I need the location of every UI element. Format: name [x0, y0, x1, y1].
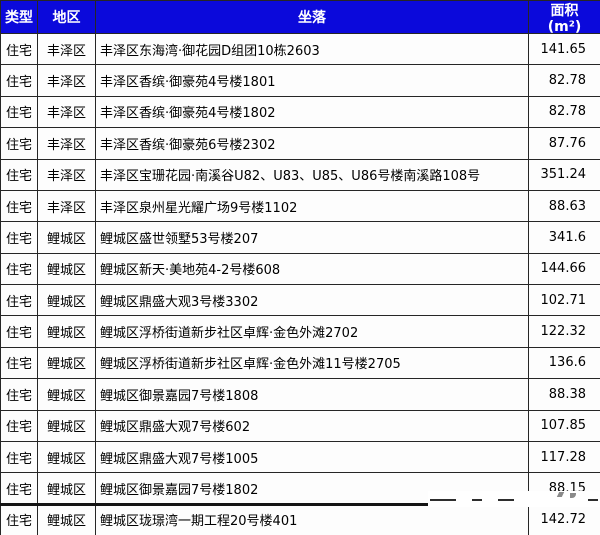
cell-type[interactable]: 住宅: [1, 190, 38, 223]
column-header-location[interactable]: 坐落: [96, 1, 529, 34]
cell-location[interactable]: 鲤城区新天·美地苑4-2号楼608: [96, 253, 529, 285]
column-header-area[interactable]: 面积 (m²): [529, 1, 600, 34]
cell-district[interactable]: 鲤城区: [38, 441, 96, 474]
cell-area[interactable]: 341.6: [529, 222, 600, 254]
cell-district[interactable]: 鲤城区: [38, 473, 96, 505]
cell-location[interactable]: 鲤城区鼎盛大观7号楼1005: [96, 441, 529, 474]
column-header-area-label: 面积 (m²): [529, 1, 600, 34]
cell-area[interactable]: 117.28: [529, 442, 600, 474]
cell-area[interactable]: 136.6: [529, 348, 600, 380]
cell-area[interactable]: 122.32: [529, 316, 600, 348]
cell-district[interactable]: 丰泽区: [38, 34, 96, 66]
cell-location[interactable]: 鲤城区珑璟湾一期工程20号楼401: [96, 504, 529, 535]
cell-area[interactable]: 87.76: [529, 128, 600, 160]
cell-area[interactable]: 82.78: [529, 65, 600, 97]
cell-area[interactable]: 88.38: [529, 379, 600, 411]
cell-type[interactable]: 住宅: [1, 96, 38, 129]
watermark-dash: [472, 499, 482, 501]
cell-area[interactable]: 142.72: [529, 505, 600, 535]
cell-area[interactable]: 107.85: [529, 411, 600, 442]
cell-type[interactable]: 住宅: [1, 65, 38, 97]
cell-location[interactable]: 鲤城区浮桥街道新步社区卓辉·金色外滩2702: [96, 316, 529, 348]
cell-district[interactable]: 鲤城区: [38, 316, 96, 348]
cell-district[interactable]: 鲤城区: [38, 347, 96, 380]
cell-district[interactable]: 鲤城区: [38, 285, 96, 317]
cell-area[interactable]: 351.24: [529, 160, 600, 191]
cell-district[interactable]: 丰泽区: [38, 128, 96, 160]
cell-area[interactable]: 141.65: [529, 34, 600, 66]
cell-area[interactable]: 102.71: [529, 285, 600, 317]
cell-district[interactable]: 丰泽区: [38, 159, 96, 191]
cell-location[interactable]: 丰泽区香缤·御豪苑6号楼2302: [96, 128, 529, 160]
watermark-band: [428, 491, 600, 507]
column-header-district[interactable]: 地区: [38, 1, 96, 34]
area-unit-label: (m²): [547, 19, 582, 34]
cell-area[interactable]: 82.78: [529, 97, 600, 129]
thick-border-line: [0, 503, 432, 506]
cell-type[interactable]: 住宅: [1, 347, 38, 380]
cell-location[interactable]: 丰泽区泉州星光耀广场9号楼1102: [96, 190, 529, 223]
cell-location[interactable]: 丰泽区香缤·御豪苑4号楼1801: [96, 65, 529, 97]
cell-type[interactable]: 住宅: [1, 441, 38, 474]
cell-type[interactable]: 住宅: [1, 285, 38, 317]
cell-area[interactable]: 144.66: [529, 254, 600, 285]
cell-type[interactable]: 住宅: [1, 253, 38, 285]
column-header-type[interactable]: 类型: [1, 1, 38, 34]
cell-district[interactable]: 丰泽区: [38, 96, 96, 129]
watermark-dash: [430, 499, 456, 501]
cell-type[interactable]: 住宅: [1, 222, 38, 254]
cell-type[interactable]: 住宅: [1, 159, 38, 191]
watermark-dash: [498, 499, 514, 501]
cell-area[interactable]: 88.63: [529, 191, 600, 223]
cell-type[interactable]: 住宅: [1, 34, 38, 66]
cell-location[interactable]: 丰泽区宝珊花园·南溪谷U82、U83、U85、U86号楼南溪路108号: [96, 159, 529, 191]
cell-location[interactable]: 鲤城区御景嘉园7号楼1808: [96, 379, 529, 411]
watermark-digit-remnant: [556, 492, 565, 497]
cell-location[interactable]: 鲤城区鼎盛大观3号楼3302: [96, 285, 529, 317]
area-label-line1: 面积: [550, 3, 579, 19]
cell-district[interactable]: 丰泽区: [38, 190, 96, 223]
cell-type[interactable]: 住宅: [1, 473, 38, 505]
cell-district[interactable]: 丰泽区: [38, 65, 96, 97]
cell-district[interactable]: 鲤城区: [38, 410, 96, 442]
cell-type[interactable]: 住宅: [1, 128, 38, 160]
cell-district[interactable]: 鲤城区: [38, 379, 96, 411]
cell-location[interactable]: 鲤城区盛世领墅53号楼207: [96, 222, 529, 254]
cell-district[interactable]: 鲤城区: [38, 222, 96, 254]
cell-type[interactable]: 住宅: [1, 379, 38, 411]
cell-type[interactable]: 住宅: [1, 410, 38, 442]
cell-location[interactable]: 鲤城区鼎盛大观7号楼602: [96, 410, 529, 442]
cell-district[interactable]: 鲤城区: [38, 504, 96, 535]
cell-type[interactable]: 住宅: [1, 316, 38, 348]
watermark-digit-remnant: [570, 493, 576, 498]
cell-district[interactable]: 鲤城区: [38, 253, 96, 285]
cell-type[interactable]: 住宅: [1, 504, 38, 535]
cell-location[interactable]: 丰泽区香缤·御豪苑4号楼1802: [96, 96, 529, 129]
watermark-dash: [588, 499, 598, 501]
cell-location[interactable]: 鲤城区浮桥街道新步社区卓辉·金色外滩11号楼2705: [96, 347, 529, 380]
cell-location[interactable]: 丰泽区东海湾·御花园D组团10栋2603: [96, 34, 529, 66]
